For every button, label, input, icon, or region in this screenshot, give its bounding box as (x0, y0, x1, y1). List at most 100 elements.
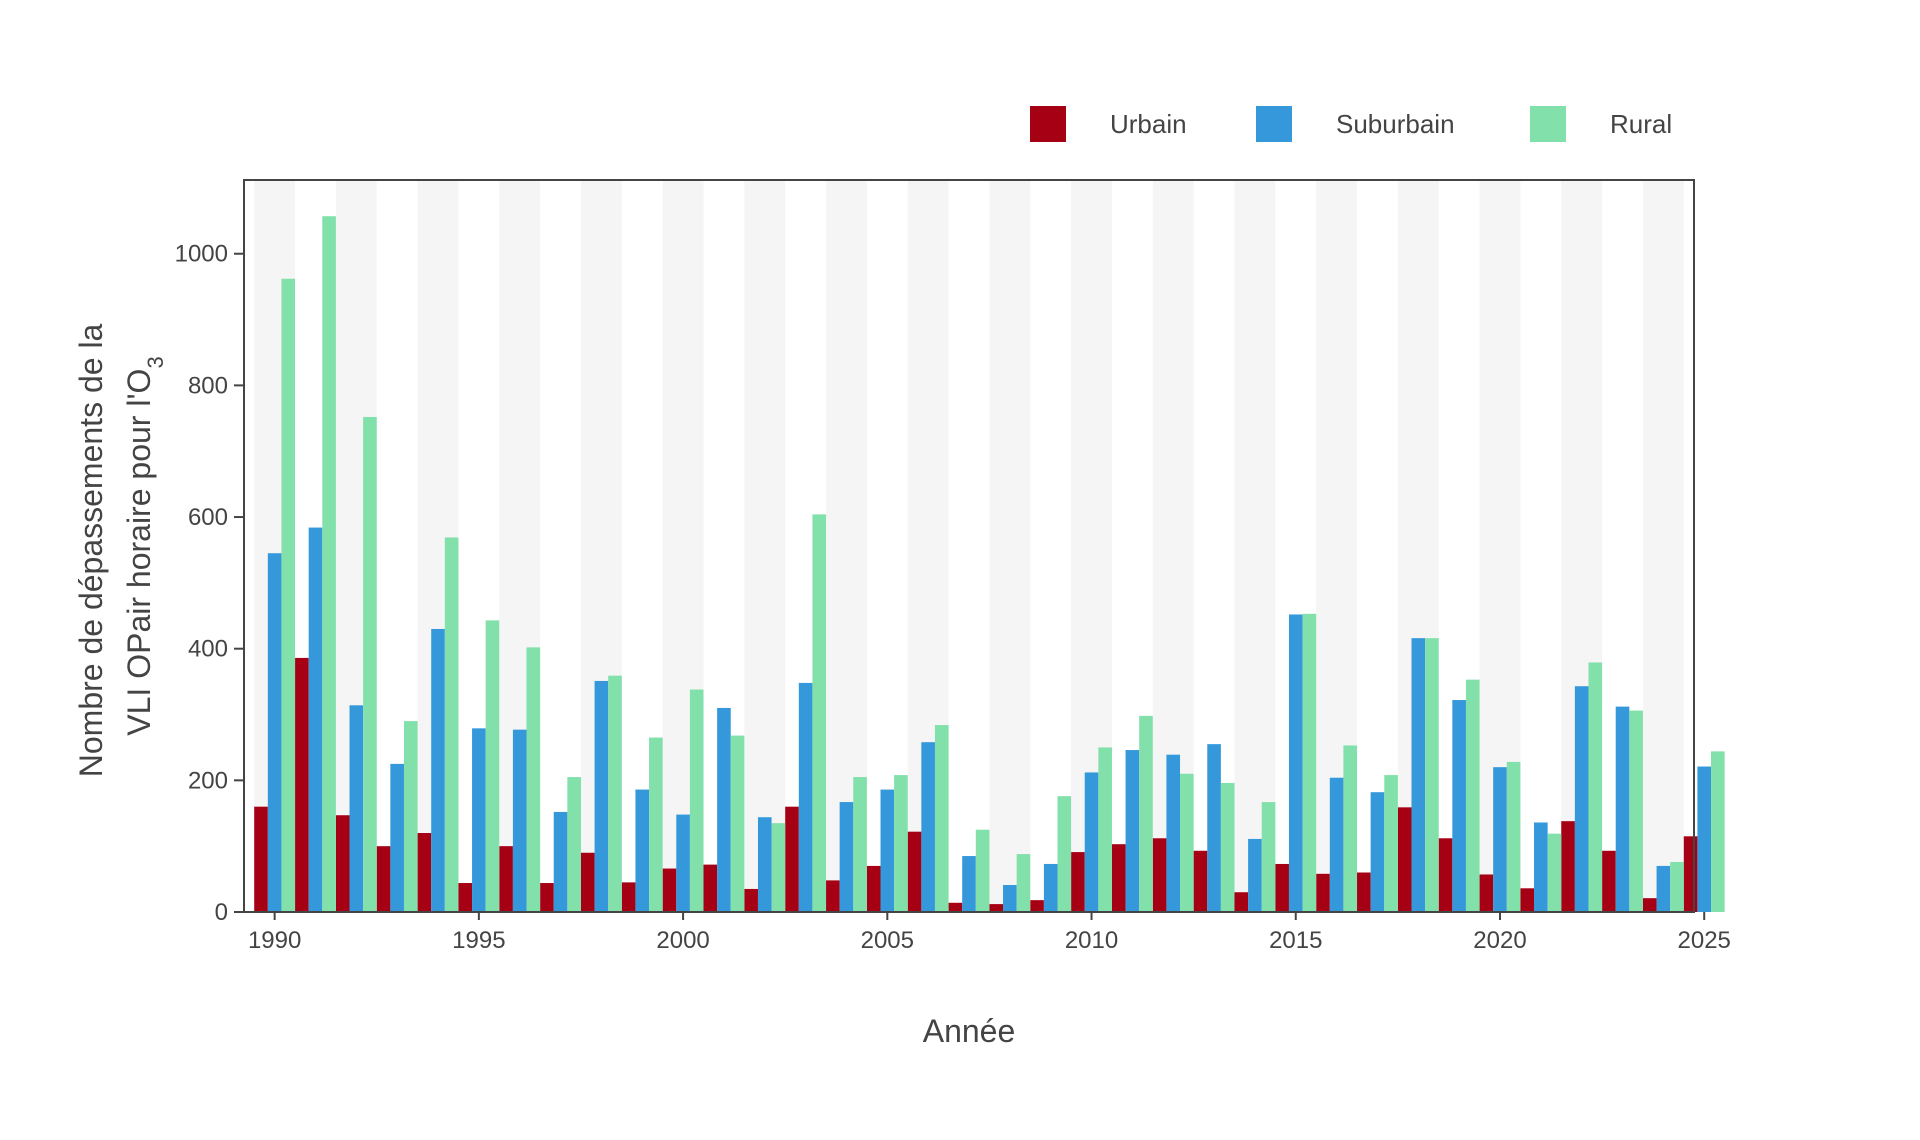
bar-suburbain-2001 (717, 707, 731, 912)
plot-frame (243, 179, 1695, 913)
bar-urbain-2011 (1111, 844, 1126, 912)
bar-urbain-1995 (458, 883, 473, 912)
bar-rural-1996 (526, 647, 541, 912)
bar-suburbain-2007 (962, 856, 976, 912)
bar-rural-2024 (1670, 861, 1684, 912)
bar-rural-2007 (975, 829, 990, 912)
x-axis: 1990 1995 2000 2005 2010 2015 2020 2025 (248, 912, 1731, 954)
year-band-2008 (989, 180, 1031, 912)
year-band-2014 (1234, 180, 1276, 912)
bar-urbain-2018 (1397, 807, 1412, 912)
bar-rural-2016 (1343, 745, 1358, 912)
bar-rural-2001 (730, 735, 745, 912)
bar-urbain-1998 (580, 852, 595, 912)
bar-suburbain-2015 (1288, 614, 1303, 912)
bar-suburbain-1997 (553, 811, 568, 912)
bar-urbain-2021 (1520, 888, 1535, 912)
bar-urbain-2007 (948, 902, 963, 912)
bar-urbain-1993 (376, 846, 391, 912)
bar-suburbain-2011 (1125, 750, 1140, 912)
bar-urbain-1997 (540, 883, 554, 912)
bar-urbain-2008 (989, 904, 1004, 912)
bar-urbain-2020 (1479, 874, 1494, 912)
bar-rural-2013 (1220, 782, 1235, 912)
y-tick-label-1000: 1000 (175, 241, 228, 268)
bar-suburbain-2008 (1003, 885, 1017, 912)
x-tick-label-1990: 1990 (248, 927, 301, 954)
bar-rural-1994 (444, 537, 459, 912)
bar-suburbain-2006 (921, 742, 935, 912)
bar-urbain-2017 (1357, 872, 1371, 912)
bar-urbain-2002 (744, 888, 758, 912)
bar-urbain-2000 (662, 868, 677, 912)
bar-suburbain-2023 (1615, 706, 1630, 912)
bar-rural-2022 (1588, 662, 1603, 912)
bar-suburbain-1990 (267, 553, 282, 912)
bars (254, 216, 1725, 913)
bar-urbain-2004 (826, 880, 840, 912)
bar-suburbain-2012 (1166, 754, 1181, 912)
bar-suburbain-2022 (1574, 686, 1589, 912)
bar-rural-1998 (608, 675, 622, 912)
bar-urbain-2019 (1438, 838, 1453, 912)
bar-urbain-1994 (417, 833, 432, 912)
legend: Urbain Suburbain Rural (1030, 106, 1672, 142)
bar-rural-1992 (363, 416, 377, 912)
x-tick-label-2010: 2010 (1065, 927, 1118, 954)
bar-rural-2025 (1711, 751, 1725, 912)
y-tick-label-600: 600 (188, 504, 228, 531)
bar-suburbain-2003 (798, 682, 813, 912)
year-band-2002 (744, 180, 786, 912)
bar-suburbain-2002 (757, 817, 772, 912)
bar-rural-2015 (1302, 613, 1317, 912)
bar-urbain-2006 (907, 831, 922, 912)
year-band-2024 (1642, 180, 1684, 912)
bar-rural-2017 (1384, 775, 1398, 912)
bar-suburbain-1996 (512, 729, 527, 912)
y-axis: 0 200 400 600 800 1000 (175, 241, 244, 926)
bar-suburbain-2024 (1656, 865, 1671, 912)
bar-urbain-2015 (1275, 863, 1289, 912)
bar-urbain-2003 (785, 806, 799, 912)
bar-rural-1990 (281, 278, 296, 913)
bar-suburbain-2014 (1248, 838, 1262, 912)
bar-urbain-2009 (1030, 900, 1044, 912)
bar-suburbain-2025 (1697, 766, 1712, 912)
y-tick-label-400: 400 (188, 636, 228, 663)
bar-suburbain-1999 (635, 789, 650, 912)
bar-urbain-2025 (1683, 836, 1698, 912)
bar-suburbain-2010 (1084, 772, 1099, 912)
bar-rural-1993 (403, 721, 418, 912)
bar-suburbain-1995 (472, 728, 486, 912)
bar-suburbain-1991 (308, 527, 323, 912)
bar-suburbain-2004 (839, 802, 854, 912)
bar-suburbain-1994 (431, 628, 445, 912)
bar-suburbain-1992 (349, 705, 364, 912)
bar-urbain-2010 (1071, 852, 1085, 912)
y-axis-title-line2: VLI OPair horaire pour l'O3 (121, 356, 168, 735)
bar-suburbain-2017 (1370, 792, 1385, 912)
bar-rural-1991 (322, 216, 336, 913)
bar-rural-2005 (894, 775, 908, 912)
bar-urbain-2024 (1642, 898, 1657, 912)
bar-suburbain-1993 (390, 763, 404, 912)
x-axis-title: Année (923, 1013, 1016, 1049)
bar-urbain-2001 (703, 864, 718, 912)
bar-urbain-1991 (295, 657, 309, 912)
legend-label-suburbain: Suburbain (1336, 109, 1455, 139)
bar-urbain-2012 (1152, 838, 1167, 912)
bar-suburbain-2019 (1452, 700, 1466, 912)
bar-urbain-1992 (335, 815, 350, 912)
legend-label-urbain: Urbain (1110, 109, 1187, 139)
bar-rural-2006 (934, 725, 949, 912)
bar-rural-1997 (567, 777, 581, 912)
bar-urbain-2016 (1316, 873, 1330, 912)
bar-urbain-2023 (1602, 850, 1616, 912)
y-axis-title: Nombre de dépassements de la VLI OPair h… (73, 315, 168, 777)
bar-rural-2020 (1506, 761, 1521, 912)
bar-suburbain-2018 (1411, 638, 1426, 912)
legend-swatch-urbain (1030, 106, 1066, 142)
bar-suburbain-2005 (880, 789, 895, 912)
bar-rural-2000 (689, 689, 704, 912)
